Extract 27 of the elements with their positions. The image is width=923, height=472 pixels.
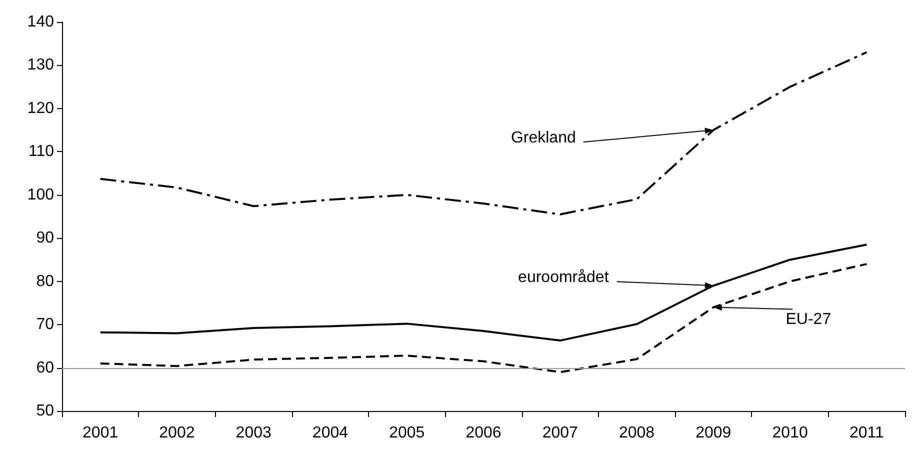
y-tick-label: 130	[27, 56, 54, 74]
x-tick-label: 2010	[772, 424, 808, 442]
x-tick-label: 2007	[542, 424, 578, 442]
x-tick-label: 2011	[849, 424, 884, 442]
line-series	[99, 244, 868, 342]
annotation: euroområdet	[518, 269, 610, 286]
annotation: EU-27	[786, 310, 832, 328]
x-tick-label: 2004	[312, 424, 348, 442]
y-tick-label: 80	[36, 272, 54, 290]
x-tick-label: 2002	[159, 424, 195, 442]
x-tick-label: 2009	[696, 424, 732, 442]
x-tick-label: 2001	[82, 424, 118, 442]
x-tick-label: 2008	[618, 424, 655, 442]
y-tick-label: 60	[36, 359, 54, 376]
y-tick-label: 110	[28, 143, 54, 160]
y-tick-label: 140	[27, 14, 54, 30]
line-series	[99, 51, 868, 216]
y-tick-label: 90	[36, 230, 54, 247]
line-series	[99, 263, 868, 374]
y-tick-label: 100	[27, 186, 54, 204]
x-tick-label: 2005	[389, 424, 425, 442]
y-tick-label: 120	[27, 100, 54, 117]
x-tick-label: 2006	[466, 424, 502, 442]
annotation: Grekland	[510, 130, 576, 147]
y-tick-label: 50	[36, 402, 54, 420]
y-tick-label: 70	[36, 316, 54, 334]
x-tick-label: 2003	[236, 424, 272, 442]
